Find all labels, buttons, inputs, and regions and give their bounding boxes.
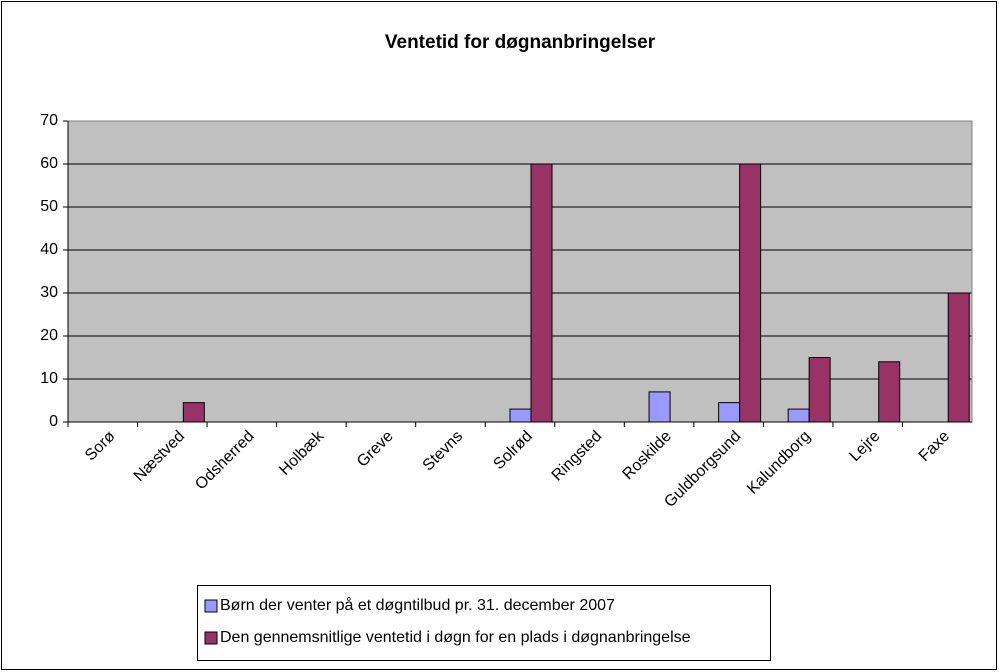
y-tick-label: 30	[40, 284, 58, 301]
y-tick-label: 60	[40, 155, 58, 172]
plot-area	[68, 121, 972, 422]
bar	[530, 163, 553, 423]
legend-box	[197, 585, 771, 661]
bar	[648, 391, 671, 423]
y-tick-label: 20	[40, 327, 58, 344]
bar	[182, 402, 205, 423]
bar	[739, 163, 762, 423]
bar	[878, 361, 901, 423]
y-tick-label: 0	[49, 413, 58, 430]
bar	[947, 292, 970, 423]
chart-title: Ventetid for døgnanbringelser	[385, 32, 656, 53]
legend-swatch	[204, 599, 218, 613]
bar	[718, 402, 741, 423]
bar	[808, 357, 831, 423]
bar	[787, 408, 810, 423]
bar	[509, 408, 532, 423]
legend-label: Den gennemsnitlige ventetid i døgn for e…	[220, 629, 691, 646]
y-tick-label: 50	[40, 198, 58, 215]
legend-label: Børn der venter på et døgntilbud pr. 31.…	[220, 596, 615, 614]
legend-swatch	[204, 631, 218, 645]
y-tick-label: 10	[40, 370, 58, 387]
y-tick-label: 70	[40, 112, 58, 129]
y-tick-label: 40	[40, 241, 58, 258]
